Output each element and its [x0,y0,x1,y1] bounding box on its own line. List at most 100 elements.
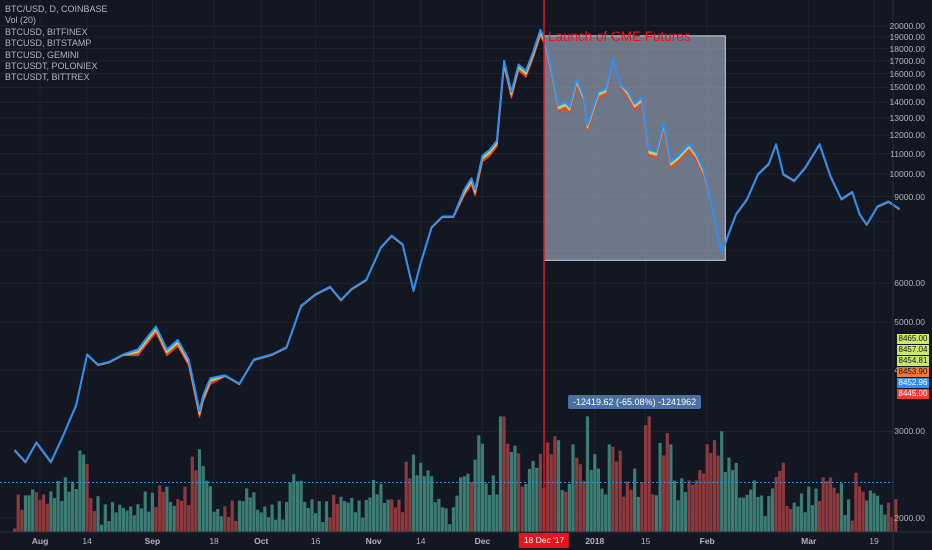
volume-bar [390,499,394,532]
volume-bar [147,511,151,532]
legend-series-3[interactable]: BTCUSD, GEMINI [5,49,80,60]
volume-bar [288,482,292,532]
grid-lines [0,0,893,532]
x-tick-label: Feb [699,536,715,546]
volume-bar [604,494,608,532]
volume-bar [821,477,825,532]
x-tick-label: Mar [801,536,817,546]
volume-bar [34,492,38,532]
volume-bar [306,508,310,532]
volume-bar [886,502,891,532]
volume-bar [694,480,698,532]
x-tick-label: 14 [82,536,92,546]
volume-bar [698,470,702,532]
volume-bar [397,499,401,532]
y-tick-label: 12000.00 [889,130,925,141]
volume-bar [527,468,532,532]
volume-bar [585,416,590,532]
cme-annotation-label[interactable]: Launch of CME Futures [548,29,691,44]
volume-bar [488,495,492,532]
volume-bar [85,464,89,532]
price-tag: 8445.00 [897,389,929,399]
volume-bar [256,509,260,532]
volume-bar [274,519,278,532]
range-measure-box[interactable] [543,35,726,261]
volume-bar [379,483,383,532]
y-tick-label: 20000.00 [889,21,925,31]
volume-bar [168,501,173,532]
volume-bar [107,521,111,532]
volume-bar [709,453,713,532]
volume-bar [16,494,20,532]
volume-bar [437,498,441,532]
y-tick-label: 9000.00 [894,191,925,202]
volume-bar [56,481,60,532]
volume-bar [654,495,658,532]
y-tick-label: 17000.00 [889,55,925,66]
volume-bar [346,502,350,532]
volume-bar [462,476,466,532]
volume-bar [495,494,499,532]
volume-bar [455,495,459,532]
volume-bar [560,490,564,532]
y-tick-label: 18000.00 [889,43,925,54]
volume-bar [484,483,488,532]
volume-bar [876,495,880,532]
volume-bar [194,470,198,532]
volume-bar [60,500,64,532]
volume-bar [596,468,600,532]
volume-bar [67,491,71,532]
legend-series-2[interactable]: BTCUSD, BITSTAMP [5,38,92,49]
volume-bar [281,519,285,532]
legend-main-symbol[interactable]: BTC/USD, D, COINBASE [5,4,108,14]
volume-bar [227,516,231,532]
y-tick-label: 13000.00 [889,113,925,124]
volume-bar [531,460,535,532]
volume-bar [241,501,245,532]
volume-bar [836,493,840,532]
volume-bar [683,492,687,532]
volume-bar [883,514,887,532]
volume-bar [277,501,281,532]
volume-bar [622,496,626,532]
volume-bar [760,495,764,532]
volume-bar [197,449,202,532]
volume-bar [625,481,629,532]
y-tick-label: 6000.00 [894,278,925,289]
volume-bar [411,454,416,532]
volume-bar [63,477,67,532]
x-tick-label: 15 [640,536,651,546]
volume-bar [219,516,223,532]
volume-bar [208,486,212,532]
volume-bar [252,492,256,532]
legend-series-5[interactable]: BTCUSDT, BITTREX [5,72,90,83]
volume-bar [607,444,611,532]
volume-bar [223,506,227,532]
legend-volume[interactable]: Vol (20) [5,15,37,26]
y-tick-label: 14000.00 [889,97,925,108]
volume-bar [259,512,263,532]
volume-bar [245,488,249,532]
volume-bar [317,501,321,532]
volume-bar [176,499,180,532]
volume-bar [731,470,735,532]
volume-bar [285,501,289,532]
price-tag: 8457.04 [897,345,929,355]
volume-bar [179,500,183,532]
volume-bar [810,505,814,532]
volume-bar [266,517,270,532]
volume-bar [618,450,622,532]
volume-bar [593,454,597,532]
volume-bar [629,489,633,532]
volume-bar [720,431,724,532]
volume-bar [774,477,778,532]
volume-bar [687,480,691,532]
price-tag: 8453.90 [897,367,929,377]
legend-series-4[interactable]: BTCUSDT, POLONIEX [5,61,98,72]
y-tick-label: 15000.00 [889,82,925,93]
volume-bar [451,507,455,532]
legend-series-1[interactable]: BTCUSD, BITFINEX [5,26,88,37]
volume-bar [154,506,158,532]
volume-bar [669,444,673,532]
